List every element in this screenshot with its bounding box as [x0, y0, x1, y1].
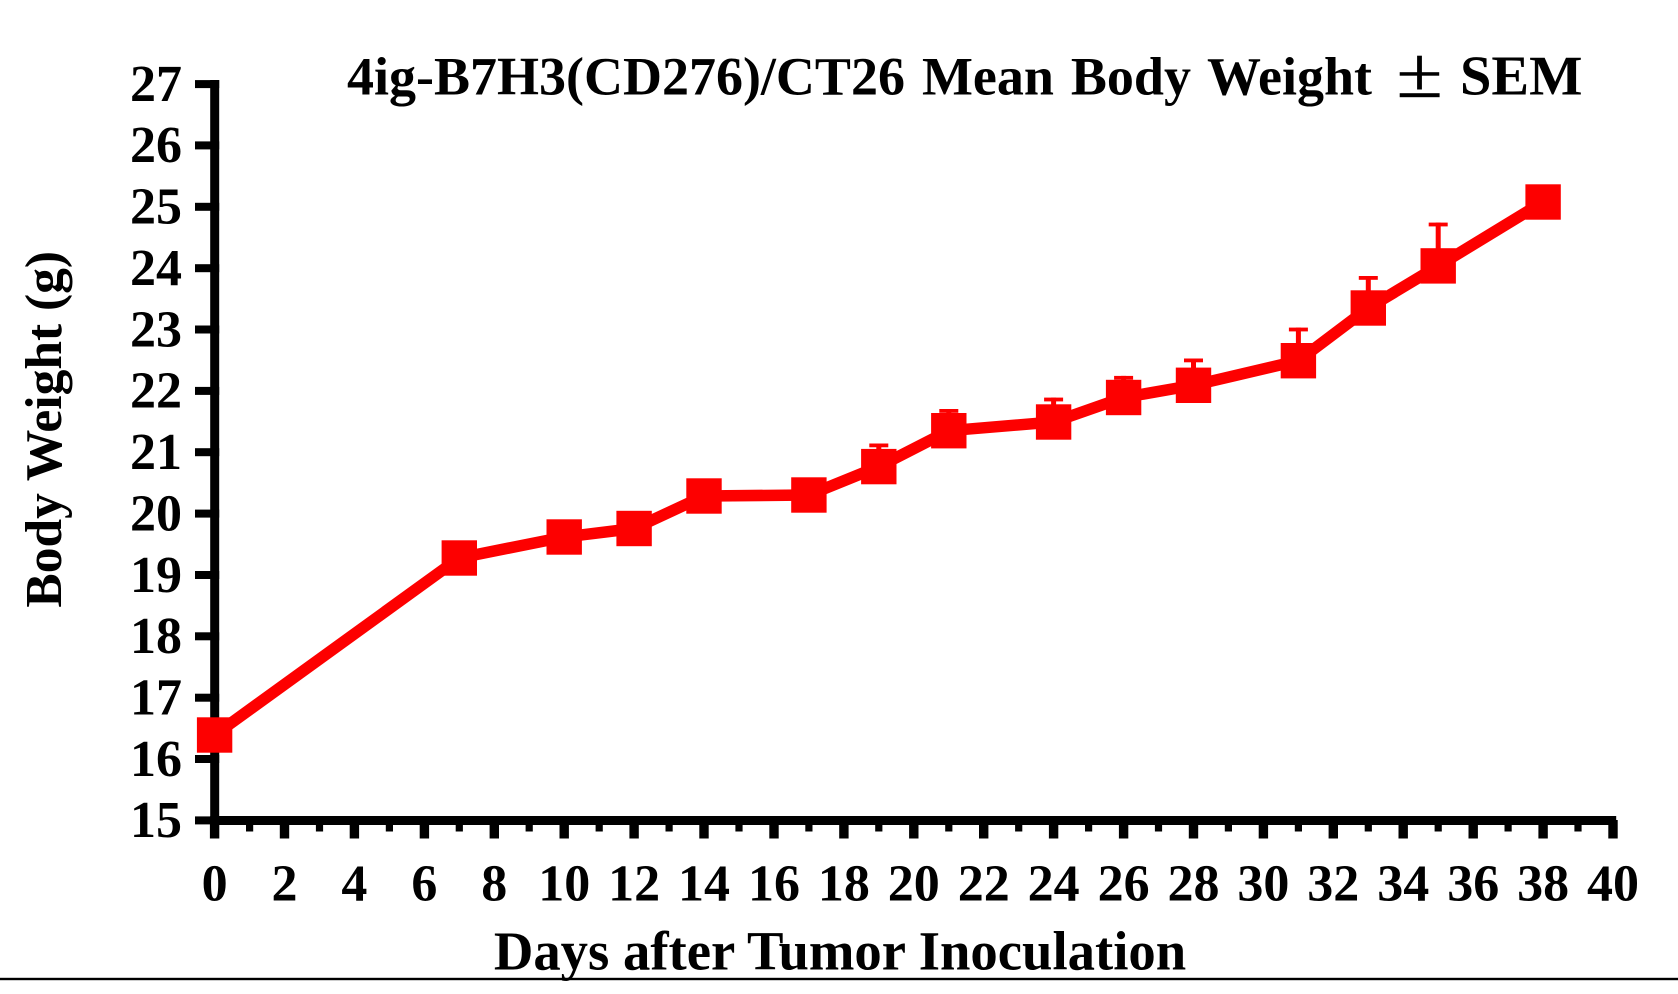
svg-text:23: 23 [130, 301, 182, 358]
svg-text:19: 19 [130, 547, 182, 604]
svg-text:27: 27 [130, 56, 182, 113]
svg-text:26: 26 [1098, 856, 1150, 913]
svg-text:10: 10 [538, 856, 590, 913]
svg-text:16: 16 [130, 731, 182, 788]
svg-text:40: 40 [1587, 856, 1639, 913]
svg-text:24: 24 [1028, 856, 1080, 913]
svg-text:4ig-B7H3(CD276)/CT26 Mean Body: 4ig-B7H3(CD276)/CT26 Mean Body Weight [347, 46, 1372, 106]
svg-text:14: 14 [678, 856, 730, 913]
svg-text:30: 30 [1237, 856, 1289, 913]
svg-text:17: 17 [130, 670, 182, 727]
svg-text:8: 8 [481, 856, 507, 913]
svg-text:22: 22 [958, 856, 1010, 913]
svg-text:20: 20 [130, 485, 182, 542]
svg-text:18: 18 [818, 856, 870, 913]
svg-text:36: 36 [1447, 856, 1499, 913]
svg-text:Days after Tumor Inoculation: Days after Tumor Inoculation [494, 921, 1186, 982]
svg-text:15: 15 [130, 792, 182, 849]
svg-text:Body Weight (g): Body Weight (g) [16, 251, 73, 608]
svg-text:32: 32 [1307, 856, 1359, 913]
svg-text:28: 28 [1168, 856, 1220, 913]
svg-text:18: 18 [130, 608, 182, 665]
svg-text:4: 4 [341, 856, 367, 913]
svg-text:26: 26 [130, 117, 182, 174]
svg-text:SEM: SEM [1460, 45, 1582, 107]
svg-text:21: 21 [130, 424, 182, 481]
svg-text:6: 6 [411, 856, 437, 913]
svg-text:0: 0 [202, 856, 228, 913]
svg-text:20: 20 [888, 856, 940, 913]
svg-text:34: 34 [1377, 856, 1429, 913]
svg-text:16: 16 [748, 856, 800, 913]
svg-text:2: 2 [272, 856, 298, 913]
svg-text:25: 25 [130, 179, 182, 236]
svg-text:24: 24 [130, 240, 182, 297]
svg-text:12: 12 [608, 856, 660, 913]
svg-text:22: 22 [130, 363, 182, 420]
svg-text:38: 38 [1517, 856, 1569, 913]
